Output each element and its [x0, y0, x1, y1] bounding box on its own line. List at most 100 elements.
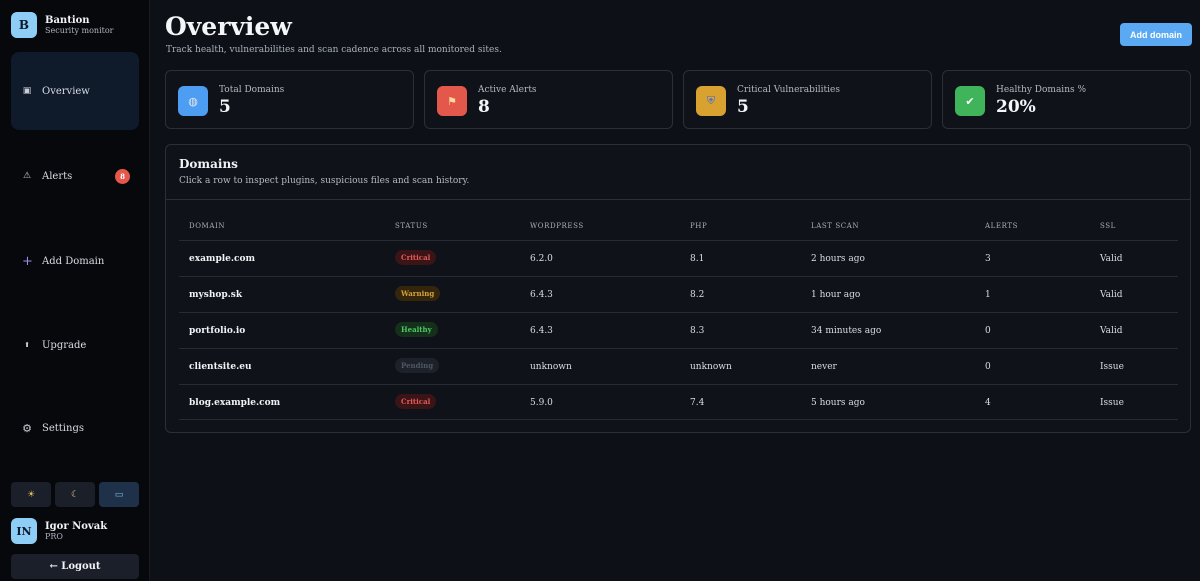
sidebar-item-label: Settings [42, 422, 84, 434]
sidebar-item-label: Overview [42, 85, 90, 97]
checkmark-icon: ✔ [955, 86, 985, 116]
gear-icon: ⚙ [22, 421, 32, 435]
theme-switcher: ☀ ☾ ▭ [11, 482, 139, 507]
sun-icon: ☀ [26, 489, 36, 500]
stat-value: 20% [996, 97, 1036, 117]
alerts-cell: 4 [985, 398, 991, 408]
domain-cell: blog.example.com [189, 398, 281, 408]
add-domain-button[interactable]: Add domain [1120, 23, 1192, 46]
user-plan: PRO [45, 531, 63, 541]
status-badge: Healthy [395, 322, 438, 337]
php-cell: 8.2 [690, 290, 705, 300]
table-row[interactable]: myshop.sk Warning 6.4.3 8.2 1 hour ago 1… [179, 276, 1178, 312]
alerts-cell: 3 [985, 254, 991, 264]
table-row[interactable]: portfolio.io Healthy 6.4.3 8.3 34 minute… [179, 312, 1178, 348]
sidebar-item-label: Alerts [42, 170, 73, 182]
domains-panel: Domains Click a row to inspect plugins, … [165, 144, 1191, 433]
last-scan-cell: 5 hours ago [811, 398, 865, 408]
stat-card-active-alerts: ⚑ Active Alerts 8 [424, 70, 673, 129]
domain-cell: clientsite.eu [189, 362, 252, 372]
ssl-cell: Issue [1100, 398, 1124, 408]
php-cell: unknown [690, 362, 732, 372]
dark-theme-button[interactable]: ☾ [55, 482, 95, 507]
stat-label: Active Alerts [478, 85, 537, 95]
stat-card-critical-vulnerabilities: ⛨ Critical Vulnerabilities 5 [683, 70, 932, 129]
user-name: Igor Novak [45, 520, 108, 532]
column-header-domain: Domain [189, 222, 226, 230]
avatar: IN [11, 518, 37, 544]
globe-icon: ◍ [178, 86, 208, 116]
page-subtitle: Track health, vulnerabilities and scan c… [166, 45, 502, 55]
sidebar-item-alerts[interactable]: ⚠ Alerts 8 [11, 160, 139, 192]
alerts-cell: 0 [985, 326, 991, 336]
siren-icon: ⚑ [437, 86, 467, 116]
light-theme-button[interactable]: ☀ [11, 482, 51, 507]
column-header-wordpress: WordPress [530, 222, 584, 230]
moon-icon: ☾ [70, 489, 80, 500]
sidebar-item-label: Upgrade [42, 339, 87, 351]
alerts-cell: 1 [985, 290, 991, 300]
brand-text: Bantion Security monitor [45, 15, 113, 36]
sidebar-item-overview[interactable]: ▣ Overview [11, 52, 139, 130]
wordpress-cell: unknown [530, 362, 572, 372]
stat-value: 8 [478, 97, 490, 117]
brand-name: Bantion [45, 14, 90, 26]
domain-cell: portfolio.io [189, 326, 246, 336]
stat-label: Healthy Domains % [996, 85, 1087, 95]
stat-card-healthy-domains: ✔ Healthy Domains % 20% [942, 70, 1191, 129]
column-header-last-scan: Last scan [811, 222, 860, 230]
wordpress-cell: 6.2.0 [530, 254, 553, 264]
column-header-ssl: SSL [1100, 222, 1116, 230]
ssl-cell: Valid [1100, 254, 1123, 264]
wordpress-cell: 5.9.0 [530, 398, 553, 408]
php-cell: 7.4 [690, 398, 705, 408]
warning-triangle-icon: ⚠ [22, 171, 32, 181]
column-header-status: Status [395, 222, 428, 230]
last-scan-cell: 2 hours ago [811, 254, 865, 264]
divider [166, 199, 1190, 200]
ssl-cell: Issue [1100, 362, 1124, 372]
square-dot-icon: ▣ [22, 86, 32, 96]
sidebar-item-add-domain[interactable]: + Add Domain [11, 245, 139, 277]
table-row[interactable]: blog.example.com Critical 5.9.0 7.4 5 ho… [179, 384, 1178, 420]
page-title: Overview [165, 12, 292, 41]
brand-subtitle: Security monitor [45, 25, 114, 35]
monitor-icon: ▭ [114, 489, 124, 500]
brand: B Bantion Security monitor [11, 12, 113, 38]
table-row[interactable]: clientsite.eu Pending unknown unknown ne… [179, 348, 1178, 384]
status-badge: Critical [395, 394, 437, 409]
ssl-cell: Valid [1100, 290, 1123, 300]
shield-icon: ⛨ [696, 86, 726, 116]
php-cell: 8.1 [690, 254, 705, 264]
last-scan-cell: 1 hour ago [811, 290, 861, 300]
up-arrow-icon: ⬆ [24, 341, 30, 349]
logout-button[interactable]: ← Logout [11, 554, 139, 579]
stat-card-total-domains: ◍ Total Domains 5 [165, 70, 414, 129]
alerts-cell: 0 [985, 362, 991, 372]
column-header-php: PHP [690, 222, 708, 230]
sidebar-item-upgrade[interactable]: ⬆ Upgrade [11, 329, 139, 361]
last-scan-cell: 34 minutes ago [811, 326, 882, 336]
panel-subtitle: Click a row to inspect plugins, suspicio… [179, 176, 470, 186]
system-theme-button[interactable]: ▭ [99, 482, 139, 507]
last-scan-cell: never [811, 362, 837, 372]
status-badge: Critical [395, 250, 437, 265]
column-header-alerts: Alerts [985, 222, 1019, 230]
stat-label: Critical Vulnerabilities [737, 85, 840, 95]
wordpress-cell: 6.4.3 [530, 326, 553, 336]
sidebar-item-label: Add Domain [42, 255, 105, 267]
sidebar-item-settings[interactable]: ⚙ Settings [11, 412, 139, 444]
wordpress-cell: 6.4.3 [530, 290, 553, 300]
status-badge: Warning [395, 286, 441, 301]
stat-value: 5 [737, 97, 749, 117]
ssl-cell: Valid [1100, 326, 1123, 336]
domain-cell: myshop.sk [189, 290, 243, 300]
alerts-count-badge: 8 [115, 168, 130, 184]
table-row[interactable]: example.com Critical 6.2.0 8.1 2 hours a… [179, 240, 1178, 276]
stat-label: Total Domains [219, 85, 285, 95]
domain-cell: example.com [189, 254, 256, 264]
user-profile: IN Igor Novak PRO [11, 518, 107, 544]
stat-value: 5 [219, 97, 231, 117]
php-cell: 8.3 [690, 326, 705, 336]
user-text: Igor Novak PRO [45, 521, 107, 542]
